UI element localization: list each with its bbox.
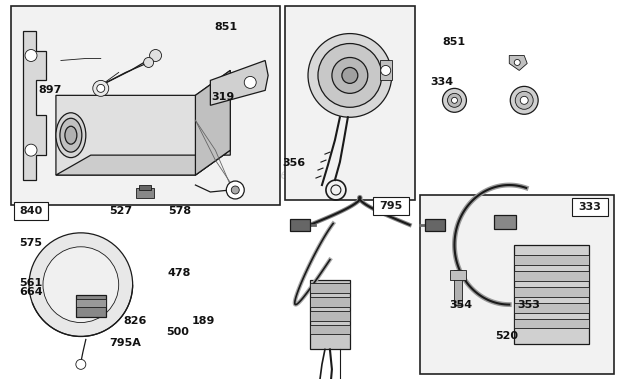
Circle shape bbox=[514, 60, 520, 65]
Bar bbox=[514, 318, 589, 328]
Polygon shape bbox=[56, 70, 230, 175]
Bar bbox=[572, 198, 608, 216]
Bar bbox=[451, 270, 466, 280]
Circle shape bbox=[244, 76, 256, 89]
Text: 840: 840 bbox=[19, 206, 43, 216]
Text: 561: 561 bbox=[20, 278, 43, 288]
Circle shape bbox=[144, 57, 154, 67]
Text: 319: 319 bbox=[211, 92, 234, 102]
Circle shape bbox=[308, 33, 392, 117]
Text: 527: 527 bbox=[109, 206, 132, 216]
Circle shape bbox=[25, 49, 37, 62]
Text: 334: 334 bbox=[430, 77, 454, 87]
Text: 354: 354 bbox=[449, 301, 472, 310]
Text: eReplacementParts.com: eReplacementParts.com bbox=[225, 168, 395, 182]
Circle shape bbox=[318, 44, 382, 107]
Circle shape bbox=[451, 97, 458, 103]
Ellipse shape bbox=[56, 113, 86, 158]
Text: 795: 795 bbox=[379, 201, 402, 211]
Text: 851: 851 bbox=[215, 22, 237, 32]
Bar bbox=[76, 299, 106, 307]
Bar bbox=[14, 202, 48, 220]
Bar bbox=[76, 294, 106, 317]
Circle shape bbox=[25, 144, 37, 156]
Circle shape bbox=[76, 359, 86, 369]
Circle shape bbox=[97, 84, 105, 92]
Polygon shape bbox=[210, 60, 268, 105]
Circle shape bbox=[43, 247, 118, 323]
Bar bbox=[310, 310, 350, 320]
Bar bbox=[290, 219, 310, 231]
Circle shape bbox=[93, 81, 108, 97]
Text: 353: 353 bbox=[518, 301, 541, 310]
Text: 826: 826 bbox=[123, 316, 147, 326]
Bar bbox=[425, 219, 445, 231]
Bar bbox=[494, 215, 516, 229]
Circle shape bbox=[231, 186, 239, 194]
Bar bbox=[454, 270, 463, 305]
Circle shape bbox=[448, 93, 461, 107]
Ellipse shape bbox=[65, 126, 77, 144]
Bar bbox=[420, 195, 614, 374]
Bar bbox=[285, 6, 415, 200]
Text: 664: 664 bbox=[20, 287, 43, 297]
Circle shape bbox=[510, 86, 538, 114]
Bar bbox=[514, 245, 589, 344]
Circle shape bbox=[381, 65, 391, 75]
Circle shape bbox=[332, 57, 368, 93]
Text: 478: 478 bbox=[168, 268, 192, 278]
Text: 578: 578 bbox=[168, 206, 191, 216]
Text: 575: 575 bbox=[20, 238, 43, 248]
Circle shape bbox=[29, 233, 133, 336]
Circle shape bbox=[443, 89, 466, 112]
Circle shape bbox=[515, 91, 533, 109]
Bar bbox=[514, 302, 589, 313]
Text: 356: 356 bbox=[282, 158, 305, 168]
Bar bbox=[514, 287, 589, 297]
Text: 189: 189 bbox=[192, 316, 215, 326]
Text: 500: 500 bbox=[167, 327, 190, 337]
Polygon shape bbox=[509, 55, 527, 70]
Ellipse shape bbox=[60, 118, 82, 152]
Text: 897: 897 bbox=[38, 85, 61, 95]
Circle shape bbox=[149, 49, 162, 62]
Text: 795A: 795A bbox=[109, 338, 141, 348]
Polygon shape bbox=[23, 30, 46, 180]
Bar bbox=[310, 283, 350, 293]
Bar bbox=[379, 60, 392, 81]
Polygon shape bbox=[195, 70, 230, 175]
Bar bbox=[310, 280, 350, 350]
Bar bbox=[373, 197, 409, 215]
Text: 333: 333 bbox=[578, 202, 601, 212]
Text: 520: 520 bbox=[495, 331, 518, 341]
Circle shape bbox=[520, 97, 528, 104]
Bar bbox=[310, 297, 350, 307]
Polygon shape bbox=[56, 150, 230, 175]
Bar bbox=[136, 188, 154, 198]
Circle shape bbox=[342, 67, 358, 83]
Bar bbox=[310, 325, 350, 334]
Text: 851: 851 bbox=[443, 37, 466, 48]
Bar bbox=[11, 6, 280, 205]
Bar bbox=[514, 255, 589, 265]
Bar bbox=[514, 271, 589, 281]
Circle shape bbox=[226, 181, 244, 199]
Bar bbox=[139, 185, 151, 190]
